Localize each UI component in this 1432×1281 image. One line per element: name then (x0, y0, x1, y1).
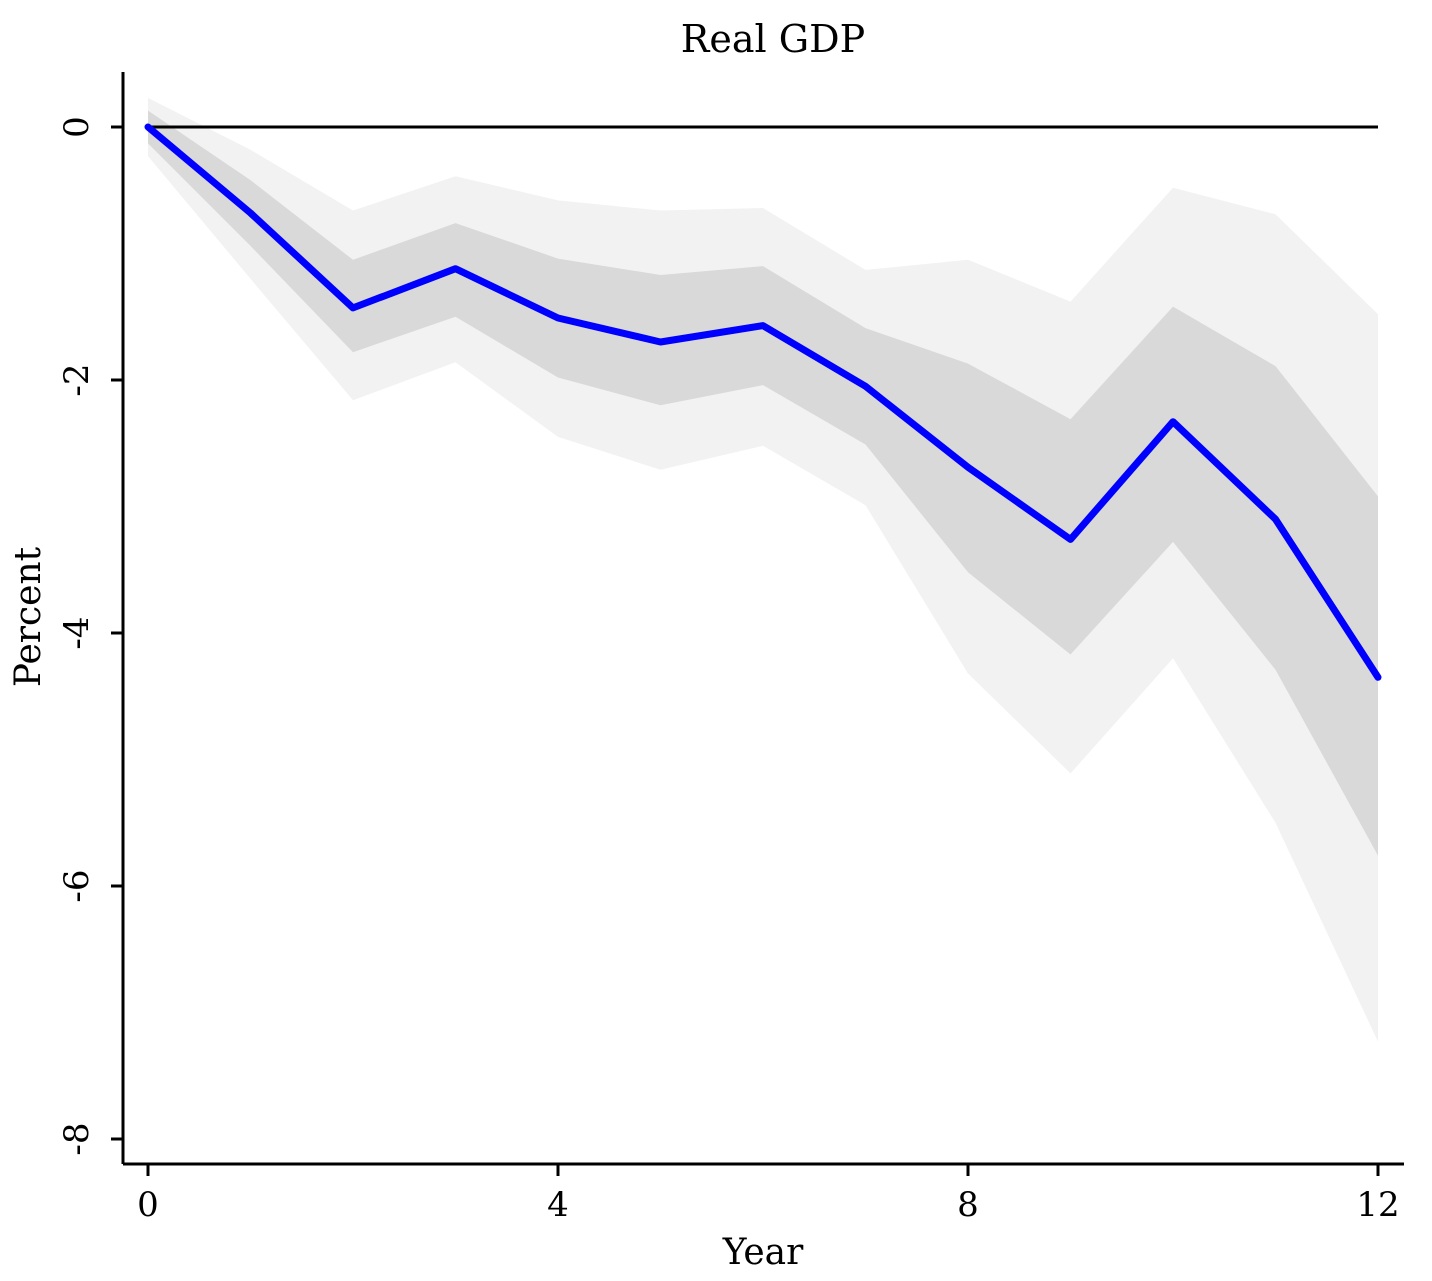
y-tick-label: -4 (57, 616, 97, 649)
x-tick-label: 8 (957, 1185, 979, 1225)
confidence-bands (148, 97, 1378, 1042)
y-tick-label: -8 (57, 1122, 97, 1155)
tick-marks: 0 4 8 12 0 -2 -4 -6 -8 (57, 116, 1400, 1225)
axes (121, 72, 1404, 1166)
confidence-band-2 (148, 110, 1378, 856)
y-tick-label: 0 (57, 116, 97, 138)
x-tick-label: 0 (137, 1185, 159, 1225)
y-tick-label: -2 (57, 363, 97, 396)
x-tick-label: 4 (547, 1185, 569, 1225)
x-tick-label: 12 (1356, 1185, 1399, 1225)
series-layer (144, 123, 1382, 681)
series-line-1 (144, 123, 1382, 681)
y-tick-label: -6 (57, 869, 97, 902)
confidence-band-1 (148, 97, 1378, 1042)
x-axis-title: Year (722, 1232, 804, 1273)
y-axis-title: Percent (8, 546, 49, 687)
chart-title: Real GDP (681, 17, 865, 61)
